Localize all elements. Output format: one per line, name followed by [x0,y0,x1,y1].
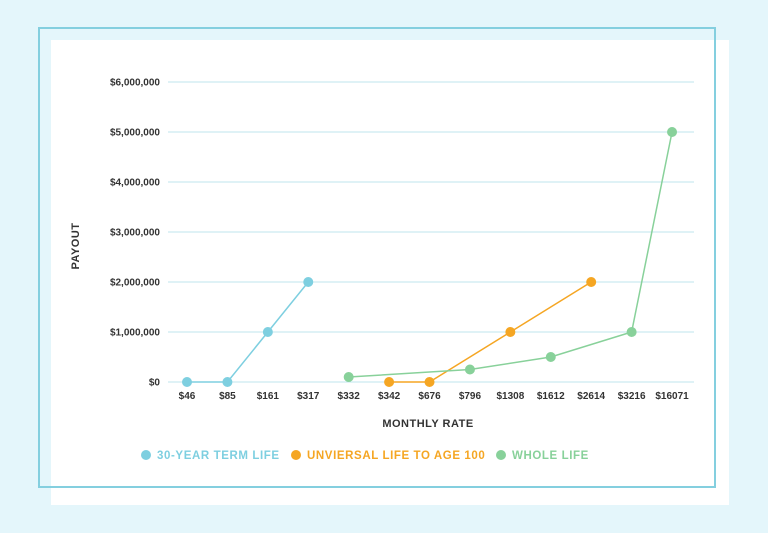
series-line [348,131,673,378]
y-tick-label: $2,000,000 [110,278,160,289]
legend-marker [141,450,151,460]
grid-lines [168,81,694,383]
x-tick-label: $46 [179,391,196,402]
y-tick-labels: $0 $1,000,000 $2,000,000 $3,000,000 $4,000,0… [110,78,160,389]
x-tick-label: $16071 [655,391,689,402]
x-tick-label: $2614 [577,391,605,402]
data-point [424,377,435,387]
y-tick-label: $5,000,000 [110,128,160,139]
x-tick-label: $676 [418,391,441,402]
y-tick-label: $6,000,000 [110,78,160,89]
legend: 30-YEAR TERM LIFE UNVIERSAL LIFE TO AGE 1… [141,450,589,462]
data-point [626,327,637,337]
chart-card [51,40,729,505]
y-tick-label: $4,000,000 [110,178,160,189]
series-line [389,281,592,383]
data-point [343,372,354,382]
data-point [384,377,395,387]
y-tick-label: $1,000,000 [110,328,160,339]
data-point [182,377,192,387]
data-point [222,377,233,387]
legend-label: 30-YEAR TERM LIFE [157,450,280,462]
x-tick-label: $796 [459,391,482,402]
x-tick-label: $1308 [496,391,524,402]
data-point [505,327,516,337]
x-tick-label: $161 [257,391,280,402]
y-axis-title: PAYOUT [70,222,82,269]
legend-marker [291,450,301,460]
legend-marker [496,450,506,460]
data-point [586,277,597,287]
series-group [182,127,678,387]
data-point [464,364,475,375]
x-tick-label: $317 [297,391,320,402]
data-point [667,127,678,137]
x-tick-labels: $46 $85 $161 $317 $332 $342 $676 $796 $1308 $1612… [179,391,690,402]
y-tick-label: $0 [149,378,161,389]
x-tick-label: $85 [219,391,236,402]
legend-label: UNVIERSAL LIFE TO AGE 100 [307,450,485,462]
x-tick-label: $3216 [618,391,646,402]
x-tick-label: $342 [378,391,401,402]
data-point [262,327,273,337]
data-point [545,352,556,362]
x-tick-label: $1612 [537,391,565,402]
legend-label: WHOLE LIFE [512,450,589,462]
x-axis-title: MONTHLY RATE [382,418,473,430]
series-line [187,281,309,383]
y-tick-label: $3,000,000 [110,228,160,239]
x-tick-label: $332 [338,391,361,402]
data-point [303,277,314,287]
